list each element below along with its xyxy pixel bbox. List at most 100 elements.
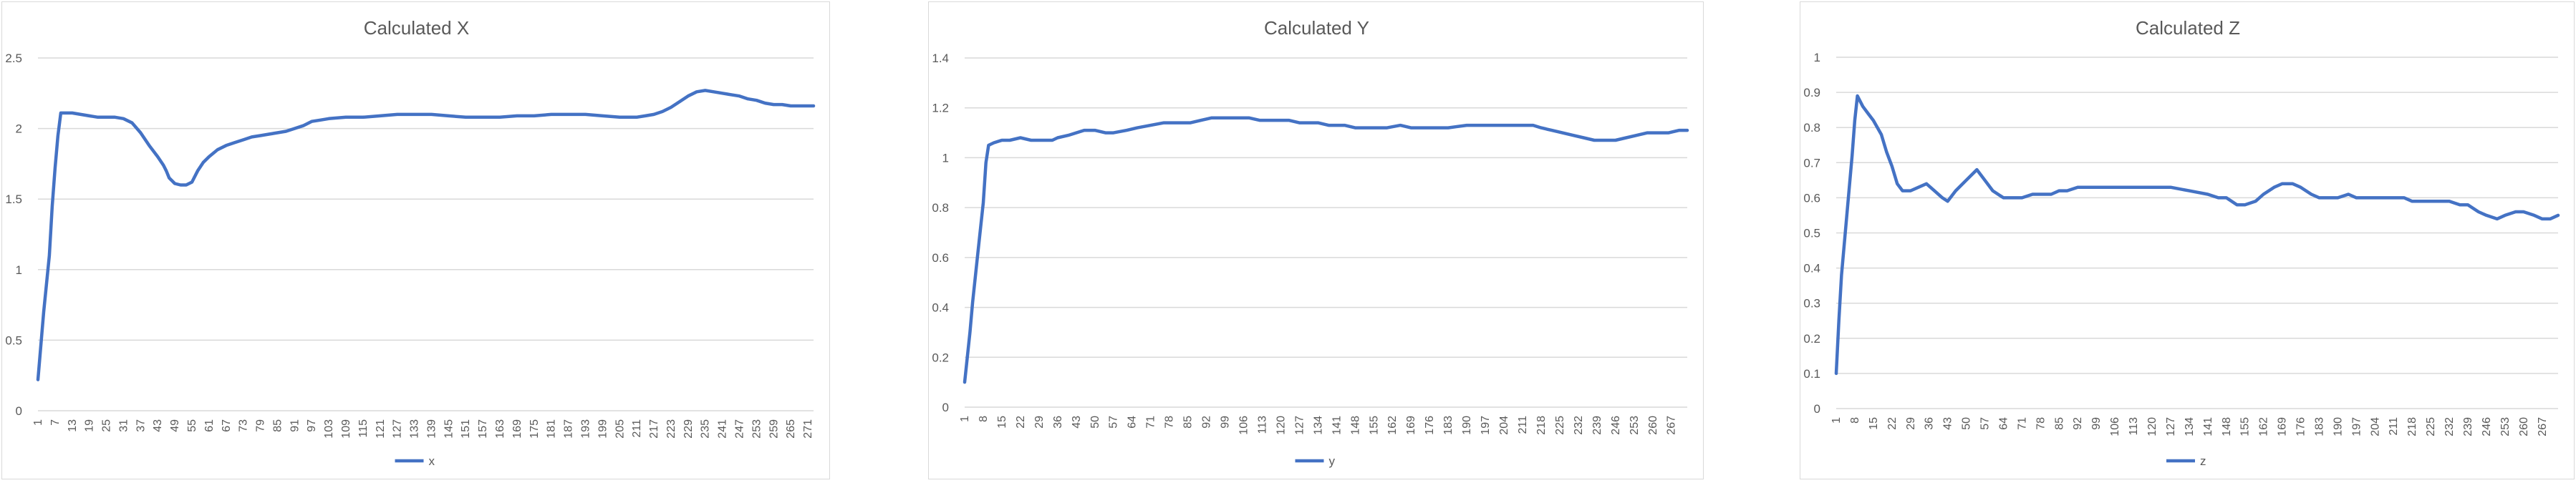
legend-label: y xyxy=(1329,454,1336,468)
x-tick-label: 1 xyxy=(959,416,971,422)
x-tick-label: 64 xyxy=(1997,417,2010,430)
x-tick-label: 260 xyxy=(2518,417,2530,436)
x-tick-label: 29 xyxy=(1033,416,1046,429)
x-tick-label: 145 xyxy=(443,419,455,439)
chart-y-svg: Calculated Y 0 0.2 0.4 0.6 0.8 1 1.2 1.4 1 8 15 22 29… xyxy=(932,17,1689,468)
x-tick-label: 43 xyxy=(1071,416,1083,429)
y-tick-label: 1.4 xyxy=(932,52,949,65)
x-tick-label: 15 xyxy=(996,416,1008,429)
x-tick-label: 55 xyxy=(186,419,198,432)
x-tick-label: 225 xyxy=(2425,417,2437,436)
chart-x-panel: Calculated X 0 0.5 1 1.5 2 2.5 1 7 13 19 25 31 37 43 49… xyxy=(1,1,830,479)
x-tick-label: 25 xyxy=(101,419,113,432)
x-tick-label: 169 xyxy=(511,419,524,439)
x-tick-label: 229 xyxy=(682,419,695,439)
x-tick-label: 169 xyxy=(2277,417,2289,436)
x-tick-label: 109 xyxy=(340,419,352,439)
x-tick-label: 1 xyxy=(1830,417,1843,424)
x-tick-label: 106 xyxy=(1238,416,1250,435)
x-tick-label: 181 xyxy=(546,419,558,439)
y-tick-label: 2.5 xyxy=(5,52,22,65)
x-tick-label: 97 xyxy=(306,419,318,432)
y-tick-label: 0.2 xyxy=(932,351,949,364)
x-tick-label: 103 xyxy=(323,419,335,439)
x-tick-label: 241 xyxy=(717,419,729,439)
legend-label: z xyxy=(2200,454,2206,468)
y-tick-label: 0 xyxy=(1814,402,1820,416)
x-tick-label: 218 xyxy=(1535,416,1548,435)
x-tick-label: 204 xyxy=(2369,417,2381,436)
x-tick-label: 151 xyxy=(460,419,472,439)
x-tick-label: 148 xyxy=(1349,416,1361,435)
x-tick-label: 50 xyxy=(1089,416,1101,429)
x-tick-label: 162 xyxy=(2258,417,2270,436)
x-tick-label: 43 xyxy=(152,419,164,432)
chart-z-svg: Calculated Z 0 0.1 0.2 0.3 0.4 0.5 0.6 0.7 0.8 0.9… xyxy=(1803,17,2560,468)
chart-x-svg: Calculated X00.511.522.51 7 13 19 25 31 37 43 49… xyxy=(5,17,816,468)
x-tick-label: 205 xyxy=(614,419,626,439)
x-tick-label: 29 xyxy=(1905,417,1917,430)
x-tick-label: 133 xyxy=(409,419,421,439)
x-tick-label: 73 xyxy=(238,419,250,432)
x-tick-label: 57 xyxy=(1979,417,1992,430)
y-tick-label: 0.4 xyxy=(1803,262,1820,275)
y-tick-label: 1 xyxy=(942,151,949,165)
x-tick-label: 211 xyxy=(631,419,643,438)
x-tick-label: 64 xyxy=(1127,416,1139,429)
y-tick-label: 0.7 xyxy=(1803,156,1820,170)
x-tick-label: 155 xyxy=(2239,417,2252,436)
series-line-x xyxy=(36,89,816,381)
y-tick-label: 0.4 xyxy=(932,301,949,315)
x-tick-label: 247 xyxy=(733,419,746,439)
x-tick-label: 91 xyxy=(289,419,301,432)
x-tick-label: 8 xyxy=(1849,417,1861,424)
x-tick-label: 199 xyxy=(597,419,609,439)
x-tick-label: 232 xyxy=(1573,416,1585,435)
x-tick-label: 50 xyxy=(1961,417,1973,430)
x-tick-label: 163 xyxy=(494,419,506,439)
x-tick-label: 197 xyxy=(2350,417,2363,436)
x-tick-label: 139 xyxy=(425,419,438,439)
y-tick-label: 0.1 xyxy=(1803,367,1820,381)
x-tick-label: 246 xyxy=(1610,416,1622,435)
x-tick-label: 71 xyxy=(2016,417,2028,430)
x-tick-label: 253 xyxy=(751,419,763,439)
x-tick-label: 211 xyxy=(2388,417,2400,436)
y-tick-label: 0 xyxy=(942,401,949,414)
x-tick-label: 141 xyxy=(1331,416,1343,435)
x-tick-label: 253 xyxy=(2499,417,2512,436)
x-tick-label: 260 xyxy=(1647,416,1659,435)
x-tick-label: 113 xyxy=(2128,417,2140,436)
x-tick-label: 78 xyxy=(2035,417,2047,430)
x-tick-label: 267 xyxy=(1666,416,1678,435)
x-tick-label: 175 xyxy=(529,419,541,439)
chart-title: Calculated X xyxy=(364,17,469,39)
x-tick-label: 176 xyxy=(2295,417,2307,436)
y-tick-label: 0.6 xyxy=(1803,191,1820,205)
x-tick-label: 61 xyxy=(203,419,216,432)
x-tick-label: 113 xyxy=(1256,416,1268,434)
x-tick-label: 148 xyxy=(2221,417,2233,436)
y-tick-label: 0.8 xyxy=(1803,121,1820,135)
y-tick-label: 0.9 xyxy=(1803,86,1820,99)
y-tick-label: 0.3 xyxy=(1803,297,1820,311)
x-tick-label: 99 xyxy=(1220,416,1232,429)
x-tick-label: 259 xyxy=(768,419,780,439)
x-tick-label: 218 xyxy=(2406,417,2418,436)
x-tick-label: 265 xyxy=(785,419,797,439)
x-tick-label: 85 xyxy=(2053,417,2065,430)
x-tick-label: 204 xyxy=(1498,416,1510,435)
x-tick-label: 197 xyxy=(1480,416,1492,435)
x-tick-label: 79 xyxy=(255,419,267,432)
y-tick-label: 0.2 xyxy=(1803,332,1820,346)
x-tick-label: 99 xyxy=(2090,417,2103,430)
x-tick-label: 71 xyxy=(1145,416,1157,429)
x-tick-label: 120 xyxy=(1275,416,1287,435)
chart-title: Calculated Z xyxy=(2136,17,2240,39)
x-tick-label: 85 xyxy=(271,419,284,432)
x-tick-label: 121 xyxy=(375,419,387,439)
y-tick-label: 0 xyxy=(16,404,22,418)
x-tick-label: 36 xyxy=(1052,416,1064,429)
x-tick-label: 267 xyxy=(2537,417,2549,436)
x-tick-label: 235 xyxy=(700,419,712,439)
